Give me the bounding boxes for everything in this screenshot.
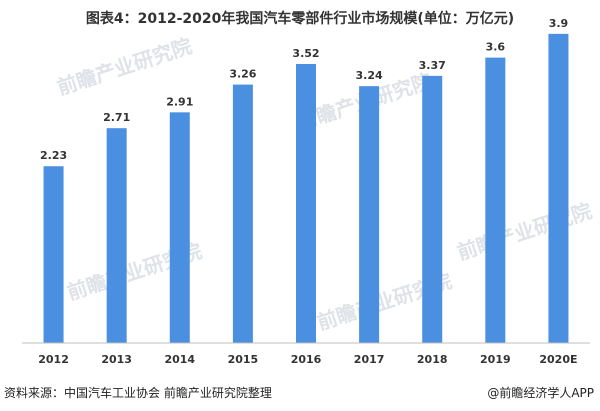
x-tick-labels: 2012 2013 2014 2015 2016 2017 2018 2019 2020E: [38, 353, 577, 366]
watermark-text: 前瞻产业研究院: [454, 199, 595, 265]
watermark-text: 前瞻产业研究院: [54, 34, 195, 100]
x-tick-label: 2019: [480, 353, 511, 366]
bar-2016: [296, 63, 316, 343]
bar-value-label: 2.91: [166, 95, 193, 108]
x-tick-label: 2014: [164, 353, 195, 366]
app-credit: @前瞻经济学人APP: [487, 386, 594, 400]
x-tick-label: 2016: [291, 353, 322, 366]
x-tick-label: 2018: [417, 353, 448, 366]
x-tick-label: 2012: [38, 353, 69, 366]
bar-value-label: 3.24: [356, 69, 383, 82]
bar-2020E: [548, 33, 569, 343]
bar-value-label: 3.26: [229, 68, 256, 81]
bar-2017: [359, 86, 380, 344]
x-tick-label: 2020E: [539, 353, 577, 366]
bar-2012: [43, 166, 64, 343]
bar-2019: [485, 57, 506, 343]
bar-2014: [169, 112, 190, 343]
x-tick-label: 2013: [101, 353, 132, 366]
bar-2013: [106, 128, 127, 343]
bar-value-label: 3.9: [549, 17, 569, 30]
x-tick-label: 2017: [354, 353, 385, 366]
x-tick-label: 2015: [228, 353, 259, 366]
bar-2018: [422, 75, 443, 344]
bars-group: 2.23 2.71 2.91 3.26 3.52 3.24 3.37 3.6 3.9: [40, 17, 569, 344]
bar-chart: 前瞻产业研究院前瞻产业研究院前瞻产业研究院前瞻产业研究院前瞻产业研究院 2.23…: [22, 17, 595, 366]
bar-2015: [232, 84, 253, 344]
bar-value-label: 2.23: [40, 149, 67, 162]
bar-value-label: 2.71: [103, 111, 130, 124]
bar-value-label: 3.52: [292, 47, 319, 60]
bar-value-label: 3.6: [486, 41, 506, 54]
source-note: 资料来源：中国汽车工业协会 前瞻产业研究院整理: [4, 386, 272, 400]
bar-value-label: 3.37: [419, 59, 446, 72]
watermark-layer: 前瞻产业研究院前瞻产业研究院前瞻产业研究院前瞻产业研究院前瞻产业研究院: [54, 34, 595, 335]
chart-title: 图表4：2012-2020年我国汽车零部件行业市场规模(单位：万亿元): [85, 11, 515, 27]
